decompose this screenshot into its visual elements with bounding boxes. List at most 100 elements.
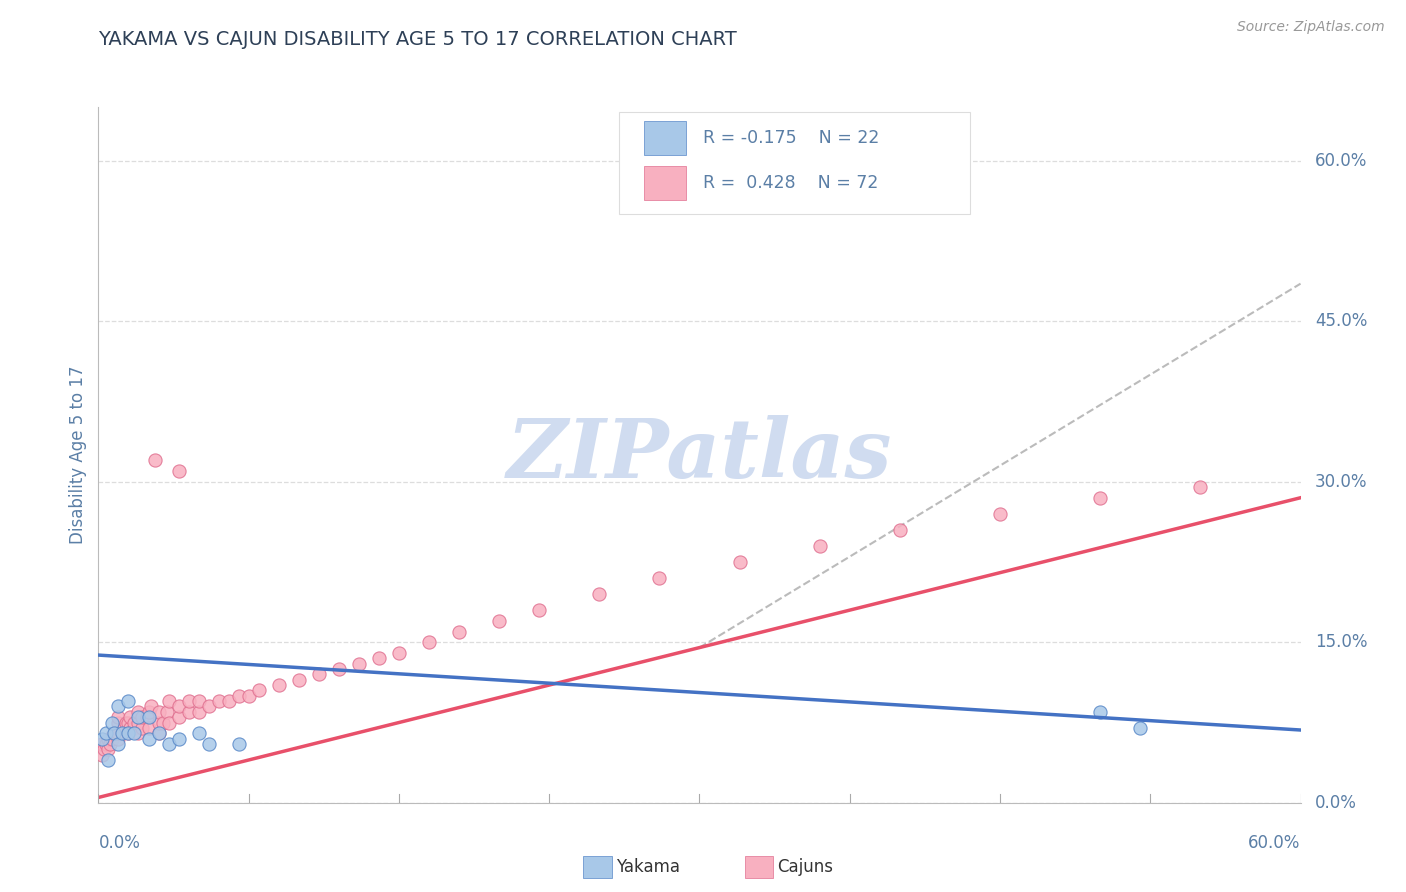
Point [117, 726, 139, 740]
Point [418, 635, 440, 649]
Point [889, 523, 911, 537]
Point [107, 737, 129, 751]
Point [138, 721, 160, 735]
Point [114, 721, 136, 735]
Text: 60.0%: 60.0% [1249, 834, 1301, 852]
Text: 45.0%: 45.0% [1315, 312, 1368, 330]
Point [588, 587, 610, 601]
Point [101, 715, 124, 730]
Text: Yakama: Yakama [616, 858, 681, 876]
Point [128, 710, 150, 724]
Point [988, 507, 1011, 521]
Point [157, 737, 180, 751]
Point [148, 715, 170, 730]
Point [148, 705, 170, 719]
Point [728, 555, 751, 569]
Point [131, 710, 153, 724]
Point [100, 737, 122, 751]
Point [107, 726, 129, 740]
Point [529, 603, 551, 617]
Point [124, 726, 146, 740]
Point [167, 699, 190, 714]
Point [128, 705, 150, 719]
Point [167, 710, 190, 724]
Point [368, 651, 391, 665]
Point [115, 715, 138, 730]
Point [131, 721, 153, 735]
Point [447, 624, 470, 639]
Point [111, 726, 134, 740]
Point [117, 726, 139, 740]
Point [208, 694, 231, 708]
Point [103, 726, 125, 740]
Point [148, 726, 170, 740]
Point [96, 726, 118, 740]
Point [105, 726, 128, 740]
Point [267, 678, 290, 692]
Point [308, 667, 330, 681]
Point [247, 683, 270, 698]
Point [96, 737, 118, 751]
Point [238, 689, 260, 703]
Point [187, 726, 209, 740]
Text: Source: ZipAtlas.com: Source: ZipAtlas.com [1237, 20, 1385, 34]
Point [648, 571, 671, 585]
Point [128, 726, 150, 740]
Text: 60.0%: 60.0% [1315, 152, 1368, 169]
Text: 30.0%: 30.0% [1315, 473, 1368, 491]
Point [135, 710, 157, 724]
Point [97, 731, 120, 746]
Point [107, 715, 129, 730]
Point [388, 646, 411, 660]
Point [177, 694, 200, 708]
Point [107, 699, 129, 714]
Point [167, 731, 190, 746]
Point [138, 705, 160, 719]
Point [91, 731, 114, 746]
Point [138, 731, 160, 746]
Text: ZIPatlas: ZIPatlas [506, 415, 893, 495]
Point [228, 737, 250, 751]
Point [143, 453, 166, 467]
Point [107, 710, 129, 724]
Point [1129, 721, 1152, 735]
Point [1088, 705, 1111, 719]
Point [155, 705, 177, 719]
Point [187, 694, 209, 708]
Point [197, 699, 219, 714]
Point [1189, 480, 1212, 494]
Point [157, 694, 180, 708]
Point [148, 726, 170, 740]
Text: R =  0.428    N = 72: R = 0.428 N = 72 [703, 174, 879, 192]
Point [107, 731, 129, 746]
Point [111, 726, 134, 740]
Point [488, 614, 510, 628]
Point [139, 699, 162, 714]
Point [91, 747, 114, 762]
Point [91, 737, 114, 751]
Point [117, 715, 139, 730]
Point [93, 742, 115, 756]
Point [157, 715, 180, 730]
Point [120, 710, 142, 724]
Point [218, 694, 240, 708]
Point [128, 715, 150, 730]
Point [1088, 491, 1111, 505]
Point [120, 721, 142, 735]
Point [117, 694, 139, 708]
Point [167, 464, 190, 478]
Point [347, 657, 370, 671]
Point [101, 731, 124, 746]
Text: 0.0%: 0.0% [1315, 794, 1357, 812]
Point [97, 742, 120, 756]
Point [177, 705, 200, 719]
Point [103, 726, 125, 740]
Text: YAKAMA VS CAJUN DISABILITY AGE 5 TO 17 CORRELATION CHART: YAKAMA VS CAJUN DISABILITY AGE 5 TO 17 C… [98, 30, 737, 49]
Y-axis label: Disability Age 5 to 17: Disability Age 5 to 17 [69, 366, 87, 544]
Text: 0.0%: 0.0% [98, 834, 141, 852]
Point [124, 715, 146, 730]
Point [228, 689, 250, 703]
Point [97, 753, 120, 767]
Point [138, 710, 160, 724]
Text: R = -0.175    N = 22: R = -0.175 N = 22 [703, 129, 879, 147]
